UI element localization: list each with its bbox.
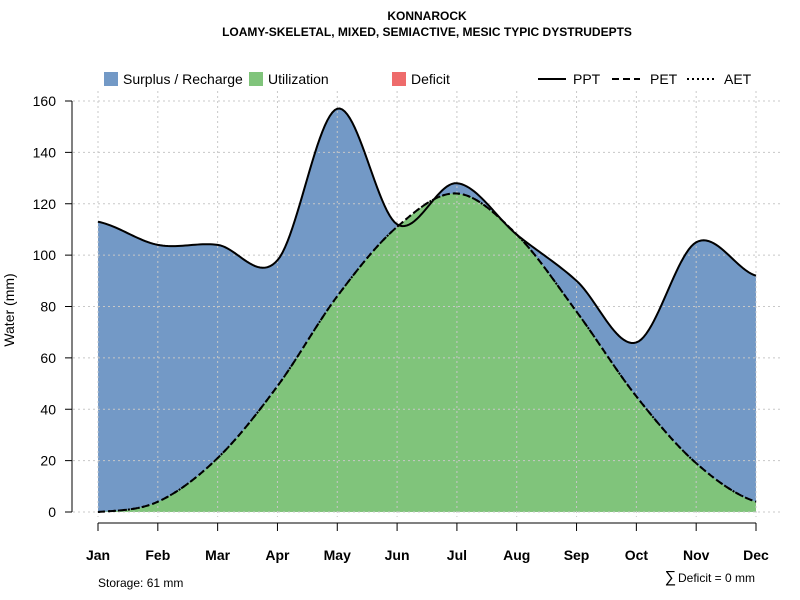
x-tick-label-mar: Mar xyxy=(205,547,230,563)
plot-area: 0 20 40 60 80 100 120 140 160 Jan Feb Mar Apr May Jun J… xyxy=(33,91,781,563)
chart-subtitle: LOAMY-SKELETAL, MIXED, SEMIACTIVE, MESIC… xyxy=(222,25,632,39)
x-tick-label-jan: Jan xyxy=(86,547,110,563)
y-tick-label-100: 100 xyxy=(33,247,57,263)
x-tick-label-jul: Jul xyxy=(447,547,467,563)
y-tick-label-120: 120 xyxy=(33,196,57,212)
ppt-line xyxy=(97,107,757,344)
x-tick-label-apr: Apr xyxy=(265,547,290,563)
y-axis-title: Water (mm) xyxy=(1,273,17,346)
surplus-region-1 xyxy=(98,108,398,512)
deficit-sum-text: Deficit = 0 mm xyxy=(678,571,755,585)
legend: Surplus / Recharge Utilization Deficit P… xyxy=(104,71,752,87)
legend-swatch-deficit xyxy=(392,72,406,86)
legend-label-surplus: Surplus / Recharge xyxy=(123,71,243,87)
legend-label-deficit: Deficit xyxy=(411,71,450,87)
y-tick-label-160: 160 xyxy=(33,93,57,109)
legend-label-ppt: PPT xyxy=(573,71,601,87)
x-tick-label-dec: Dec xyxy=(743,547,769,563)
x-tick-label-may: May xyxy=(324,547,351,563)
chart-title: KONNAROCK xyxy=(387,9,467,23)
surplus-region-3 xyxy=(519,236,756,502)
sum-symbol: ∑ xyxy=(665,569,676,586)
x-tick-label-oct: Oct xyxy=(625,547,649,563)
x-tick-label-feb: Feb xyxy=(145,547,170,563)
y-tick-label-140: 140 xyxy=(33,144,57,160)
x-tick-label-jun: Jun xyxy=(385,547,410,563)
y-tick-label-40: 40 xyxy=(40,401,56,417)
x-tick-label-aug: Aug xyxy=(503,547,530,563)
y-tick-label-60: 60 xyxy=(40,350,56,366)
y-tick-label-0: 0 xyxy=(48,504,56,520)
x-tick-label-sep: Sep xyxy=(564,547,590,563)
y-tick-label-20: 20 xyxy=(40,453,56,469)
legend-swatch-utilization xyxy=(249,72,263,86)
deficit-sum-note: ∑ Deficit = 0 mm xyxy=(665,569,755,586)
legend-label-pet: PET xyxy=(650,71,678,87)
pet-line xyxy=(97,192,757,513)
x-tick-label-nov: Nov xyxy=(683,547,710,563)
legend-swatch-surplus xyxy=(104,72,118,86)
y-tick-label-80: 80 xyxy=(40,299,56,315)
surplus-region-2 xyxy=(434,183,502,221)
utilization-area xyxy=(98,193,756,512)
legend-label-utilization: Utilization xyxy=(268,71,329,87)
storage-note: Storage: 61 mm xyxy=(98,576,183,590)
legend-label-aet: AET xyxy=(724,71,752,87)
